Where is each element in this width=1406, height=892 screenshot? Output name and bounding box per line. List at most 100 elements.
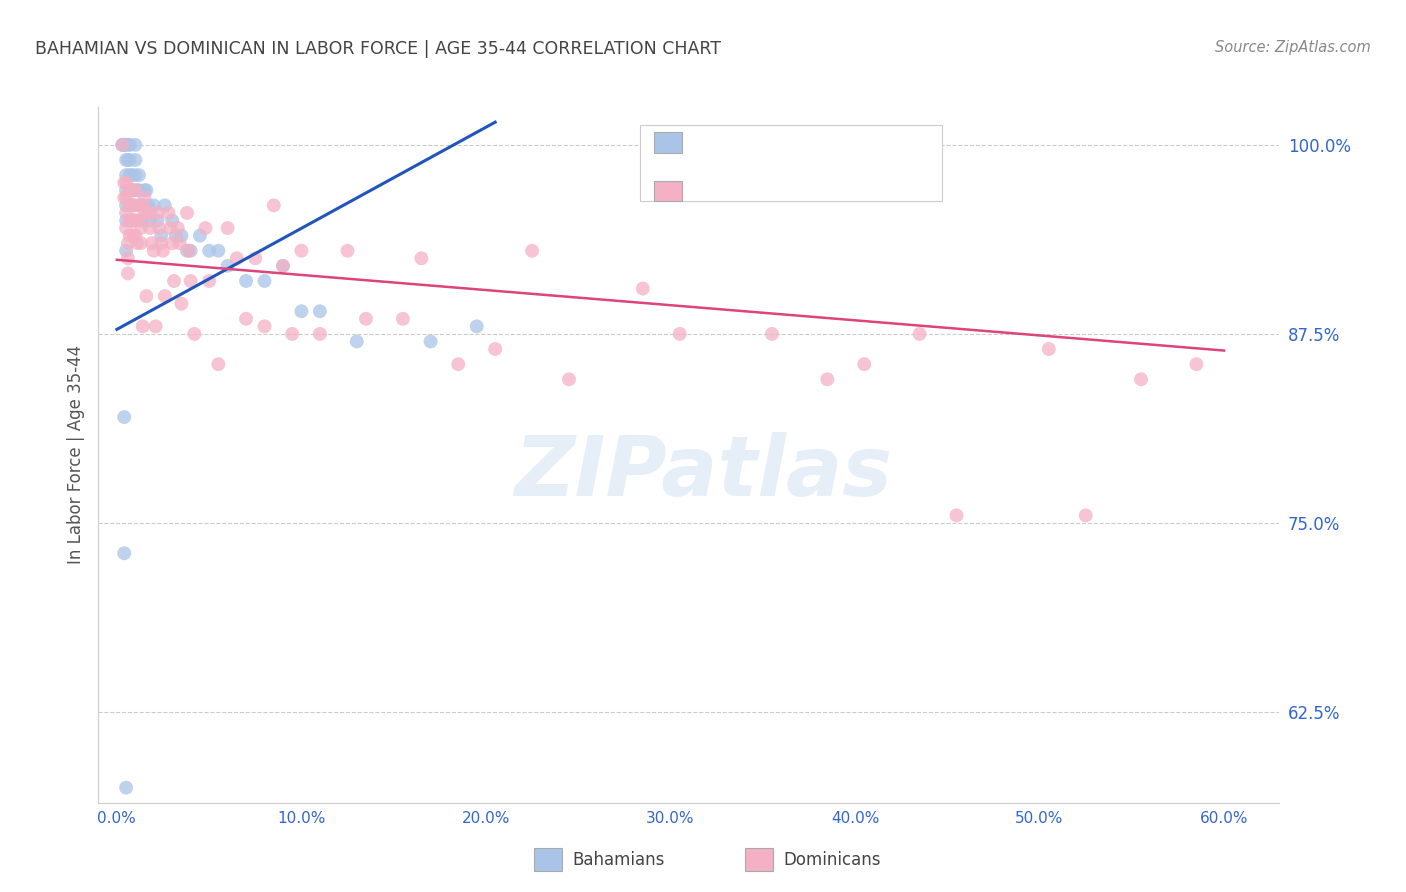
Point — [354, 311, 377, 326]
Point — [166, 221, 188, 235]
Point — [290, 244, 312, 258]
Point — [117, 137, 139, 152]
Point — [128, 168, 150, 182]
Point — [336, 244, 359, 258]
Point — [162, 213, 183, 227]
Point — [115, 244, 138, 258]
Point — [411, 252, 433, 266]
Point — [122, 198, 145, 212]
Point — [281, 326, 304, 341]
Point — [945, 508, 967, 523]
Point — [122, 228, 145, 243]
Point — [124, 213, 146, 227]
Point — [118, 228, 141, 243]
Point — [115, 176, 138, 190]
Point — [121, 198, 143, 212]
Point — [346, 334, 368, 349]
Point — [139, 213, 162, 227]
Point — [117, 252, 139, 266]
Point — [150, 236, 173, 251]
Text: Source: ZipAtlas.com: Source: ZipAtlas.com — [1215, 40, 1371, 55]
Point — [484, 342, 506, 356]
Point — [1038, 342, 1060, 356]
Point — [180, 244, 202, 258]
Point — [520, 244, 543, 258]
Text: Bahamians: Bahamians — [572, 851, 665, 869]
Point — [135, 183, 157, 197]
Point — [142, 198, 165, 212]
Point — [115, 168, 138, 182]
Point — [112, 410, 135, 425]
Point — [124, 183, 146, 197]
Point — [225, 252, 247, 266]
Text: ZIPatlas: ZIPatlas — [515, 433, 891, 513]
Point — [118, 137, 141, 152]
Point — [117, 236, 139, 251]
Point — [235, 274, 257, 288]
Point — [180, 274, 202, 288]
Text: N =: N = — [780, 130, 820, 148]
Point — [121, 213, 143, 227]
Point — [112, 191, 135, 205]
Point — [253, 319, 276, 334]
Point — [139, 206, 162, 220]
Point — [134, 191, 156, 205]
Text: R =: R = — [693, 130, 733, 148]
Point — [207, 357, 229, 371]
Point — [128, 213, 150, 227]
Point — [217, 221, 239, 235]
Point — [132, 198, 155, 212]
Point — [121, 168, 143, 182]
Point — [118, 213, 141, 227]
Point — [146, 206, 169, 220]
Point — [290, 304, 312, 318]
Point — [111, 137, 134, 152]
Point — [162, 236, 183, 251]
Point — [152, 244, 174, 258]
Point — [132, 319, 155, 334]
Text: -0.104: -0.104 — [731, 175, 789, 193]
Point — [115, 153, 138, 167]
Point — [134, 183, 156, 197]
Point — [217, 259, 239, 273]
Point — [146, 213, 169, 227]
Point — [170, 228, 193, 243]
Y-axis label: In Labor Force | Age 35-44: In Labor Force | Age 35-44 — [66, 345, 84, 565]
Point — [159, 221, 181, 235]
Point — [122, 183, 145, 197]
Point — [253, 274, 276, 288]
Point — [111, 137, 134, 152]
Point — [1074, 508, 1097, 523]
Point — [157, 206, 180, 220]
Point — [115, 206, 138, 220]
Point — [124, 213, 146, 227]
Point — [235, 311, 257, 326]
Point — [115, 198, 138, 212]
Point — [558, 372, 581, 386]
Point — [121, 183, 143, 197]
Point — [309, 304, 332, 318]
Point — [153, 289, 176, 303]
Point — [309, 326, 332, 341]
Point — [245, 252, 267, 266]
Point — [177, 244, 200, 258]
Text: BAHAMIAN VS DOMINICAN IN LABOR FORCE | AGE 35-44 CORRELATION CHART: BAHAMIAN VS DOMINICAN IN LABOR FORCE | A… — [35, 40, 721, 58]
Text: 59: 59 — [815, 130, 838, 148]
Point — [129, 236, 152, 251]
Point — [815, 372, 838, 386]
Point — [263, 198, 285, 212]
Point — [132, 213, 155, 227]
Point — [392, 311, 415, 326]
Point — [124, 153, 146, 167]
Point — [153, 198, 176, 212]
Point — [128, 183, 150, 197]
Point — [194, 221, 217, 235]
Point — [271, 259, 294, 273]
Point — [124, 198, 146, 212]
Point — [112, 137, 135, 152]
Point — [169, 236, 191, 251]
Point — [148, 221, 170, 235]
Point — [112, 176, 135, 190]
Point — [135, 206, 157, 220]
Point — [115, 191, 138, 205]
